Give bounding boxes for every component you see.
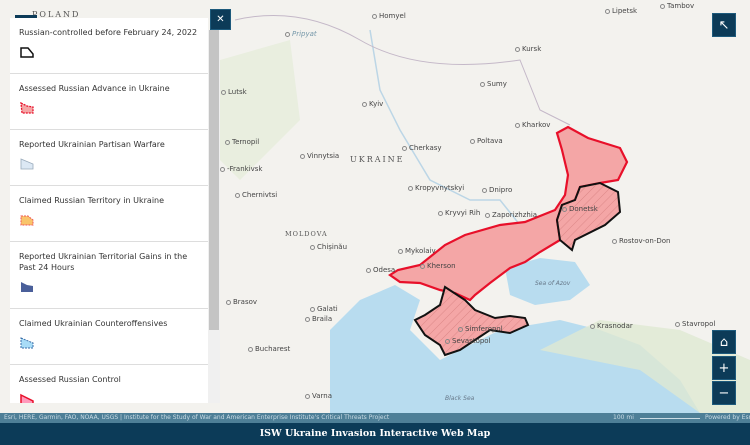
plus-icon: + [718,360,730,376]
city-label: Sevastopol [445,337,491,345]
legend-item: Assessed Russian Control [10,365,208,403]
legend-label: Assessed Russian Advance in Ukraine [19,84,170,93]
legend-item: Russian-controlled before February 24, 2… [10,18,208,74]
legend-item: Claimed Russian Territory in Ukraine [10,186,208,242]
green-relief-west [220,40,300,180]
city-label: Kharkov [515,121,550,129]
city-label: Stavropol [675,320,715,328]
city-label: Tambov [660,2,694,10]
crimea-pre2022 [413,285,530,357]
city-label: Vinnytsia [300,152,339,160]
zoom-in-button[interactable]: + [712,356,736,380]
city-label: Chernivtsi [235,191,277,199]
zoom-out-button[interactable]: − [712,381,736,405]
city-label: Simferopol [458,325,503,333]
border [234,15,571,126]
outline-black-polygon-icon [20,47,34,58]
legend-label: Assessed Russian Control [19,375,121,384]
hatched-blue-polygon-icon [20,158,34,170]
country-label: POLAND [32,10,81,19]
scrollbar-thumb[interactable] [209,30,219,330]
city-label: Krasnodar [590,322,633,330]
close-icon: ✕ [216,14,225,25]
city-label: -Frankivsk [220,165,263,173]
legend-scrollbar[interactable] [208,30,220,403]
city-label: Braila [305,315,332,323]
map-canvas [220,15,750,413]
city-label: Kropyvnytskyi [408,184,464,192]
city-label: Odesa [366,266,395,274]
scale-label: 100 mi [613,414,634,421]
legend-label: Claimed Ukrainian Counteroffensives [19,319,168,328]
city-label: Poltava [470,137,503,145]
legend-item: Claimed Ukrainian Counteroffensives [10,309,208,365]
city-label: Kryvyi Rih [438,209,480,217]
legend-label: Reported Ukrainian Territorial Gains in … [19,252,188,272]
legend-panel: Russian-controlled before February 24, 2… [10,18,208,403]
navy-polygon-icon [21,282,33,292]
city-label: Chișinău [310,243,347,251]
legend-tab-indicator [15,15,37,19]
country-label: UKRAINE [350,155,405,164]
city-label: Galati [310,305,338,313]
legend-label: Russian-controlled before February 24, 2… [19,28,198,37]
city-label: Brasov [226,298,257,306]
orange-dashed-polygon-icon [20,215,34,226]
sea-of-azov [505,258,590,305]
attribution-bar: Esri, HERE, Garmin, FAO, NOAA, USGS | In… [0,413,750,423]
legend-item: Reported Ukrainian Territorial Gains in … [10,242,208,309]
red-polygon-icon [20,101,34,114]
city-label: Kursk [515,45,541,53]
city-label: Zaporizhzhia [485,211,537,219]
city-label: Donetsk [562,205,598,213]
home-icon: ⌂ [719,334,729,350]
green-relief [540,320,750,413]
expand-button[interactable]: ↖ [712,13,736,37]
river [369,29,521,226]
sea-label: Sea of Azov [535,280,571,287]
attribution-text: Esri, HERE, Garmin, FAO, NOAA, USGS | In… [4,414,390,421]
city-label: Kyiv [362,100,383,108]
city-label: Pripyat [285,30,317,38]
city-label: Lipetsk [605,7,637,15]
legend-item: Assessed Russian Advance in Ukraine [10,74,208,130]
legend-label: Reported Ukrainian Partisan Warfare [19,140,165,149]
city-label: Dnipro [482,186,512,194]
city-label: Homyel [372,12,406,20]
red-hatched-polygon-icon [20,393,34,403]
city-label: Kherson [420,262,456,270]
city-label: Bucharest [248,345,290,353]
assessed-russian-advance [388,125,629,302]
city-label: Lutsk [221,88,247,96]
city-label: Sumy [480,80,507,88]
city-label: Cherkasy [402,144,442,152]
close-legend-button[interactable]: ✕ [210,9,231,30]
city-label: Mykolaiv [398,247,436,255]
minus-icon: − [718,385,730,401]
scale-bar [640,418,700,419]
powered-by[interactable]: Powered by Esri [705,414,750,421]
legend-label: Claimed Russian Territory in Ukraine [19,196,165,205]
home-button[interactable]: ⌂ [712,330,736,354]
lightblue-dashed-polygon-icon [20,337,34,349]
expand-icon: ↖ [718,17,730,33]
app-title: ISW Ukraine Invasion Interactive Web Map [259,428,491,439]
country-label: MOLDOVA [285,230,328,238]
legend-item: Reported Ukrainian Partisan Warfare [10,130,208,186]
city-label: Rostov-on-Don [612,237,670,245]
city-label: Ternopil [225,138,259,146]
black-sea [330,285,700,413]
sea-label: Black Sea [445,395,475,402]
city-label: Varna [305,392,332,400]
